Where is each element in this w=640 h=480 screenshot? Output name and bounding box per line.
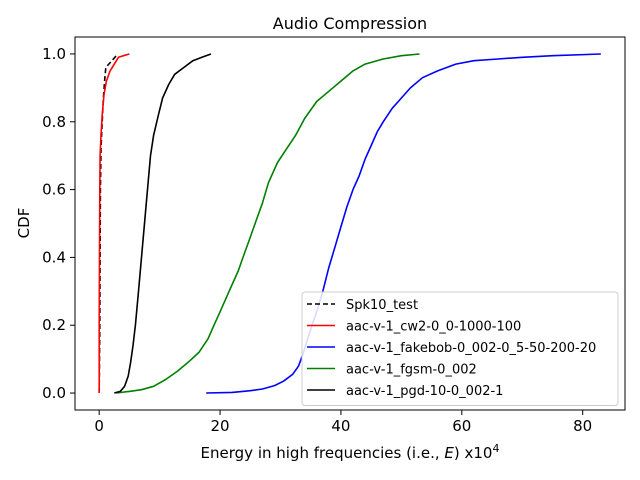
- y-tick-label: 0.0: [42, 384, 66, 402]
- x-tick-label: 40: [331, 417, 350, 435]
- legend-label: aac-v-1_pgd-10-0_002-1: [346, 384, 503, 399]
- series-line: [114, 53, 212, 394]
- x-axis-label: Energy in high frequencies (i.e., E) x10…: [201, 442, 500, 462]
- x-axis-label-variable: E: [444, 444, 454, 462]
- legend-label: aac-v-1_fgsm-0_002: [346, 363, 477, 378]
- series-line: [98, 53, 130, 393]
- plot-frame: [74, 36, 626, 411]
- legend: Spk10_test aac-v-1_cw2-0_0-1000-100 aac-v-…: [301, 291, 619, 406]
- y-tick-label: 1.0: [42, 45, 66, 63]
- legend-box: [301, 291, 619, 406]
- legend-label: Spk10_test: [346, 298, 418, 313]
- series-layer: [98, 53, 601, 394]
- y-axis-label: CDF: [15, 208, 33, 239]
- x-tick-label: 20: [211, 417, 230, 435]
- x-tick-label: 60: [452, 417, 471, 435]
- y-axis: 0.0 0.2 0.4 0.6 0.8 1.0: [42, 45, 75, 402]
- legend-label: aac-v-1_cw2-0_0-1000-100: [346, 320, 521, 335]
- y-tick-label: 0.8: [42, 113, 66, 131]
- series-line: [98, 53, 118, 394]
- x-axis-label-suffix: ) x10: [454, 444, 493, 462]
- series-line: [116, 53, 420, 394]
- y-tick-label: 0.6: [42, 181, 66, 199]
- x-tick-label: 80: [573, 417, 592, 435]
- y-tick-label: 0.2: [42, 316, 66, 334]
- x-axis-label-prefix: Energy in high frequencies (i.e.,: [201, 444, 445, 462]
- y-tick-label: 0.4: [42, 248, 66, 266]
- chart-title: Audio Compression: [273, 14, 427, 33]
- series-line: [206, 53, 601, 394]
- x-tick-label: 0: [94, 417, 104, 435]
- x-axis: 0 20 40 60 80: [94, 410, 592, 435]
- x-axis-label-exponent: 4: [492, 442, 499, 455]
- legend-label: aac-v-1_fakebob-0_002-0_5-50-200-20: [346, 341, 596, 356]
